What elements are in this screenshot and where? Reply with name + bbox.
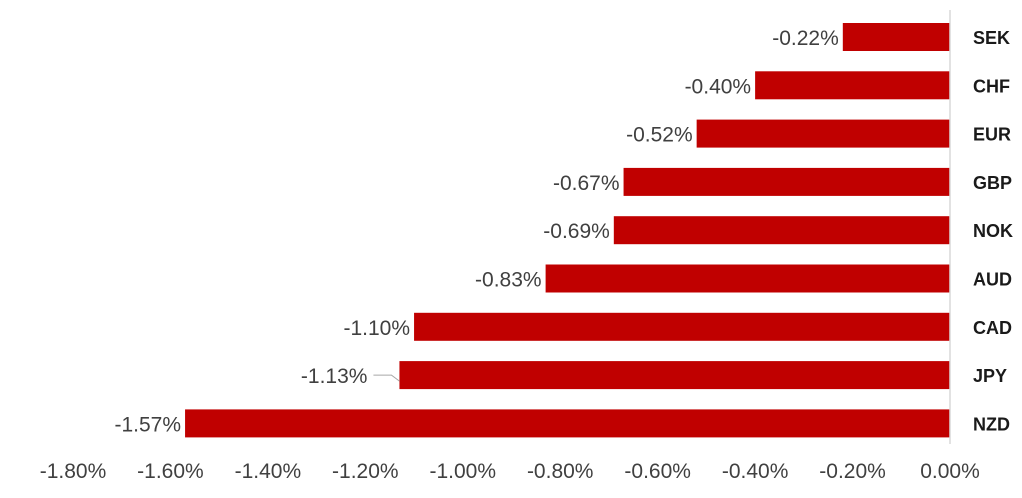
bar-aud	[545, 264, 950, 293]
x-tick-label: -1.60%	[137, 460, 204, 483]
x-tick-label: -1.80%	[40, 460, 107, 483]
category-label-aud: AUD	[973, 270, 1012, 290]
bar-nok	[613, 216, 950, 245]
bar-nzd	[185, 409, 951, 438]
category-label-nok: NOK	[973, 221, 1013, 241]
data-label-nzd: -1.57%	[115, 413, 182, 436]
x-tick-label: -1.20%	[332, 460, 399, 483]
x-tick-label: -0.20%	[819, 460, 886, 483]
data-label-nok: -0.69%	[543, 220, 610, 243]
category-label-chf: CHF	[973, 76, 1010, 96]
bar-eur	[696, 119, 950, 148]
x-tick-label: -1.00%	[430, 460, 497, 483]
data-label-chf: -0.40%	[685, 75, 752, 98]
data-label-jpy: -1.13%	[301, 365, 368, 388]
category-label-sek: SEK	[973, 28, 1010, 48]
bar-gbp	[623, 167, 950, 196]
x-tick-label: -0.60%	[624, 460, 691, 483]
category-label-nzd: NZD	[973, 414, 1010, 434]
bar-jpy	[399, 361, 950, 390]
bar-sek	[842, 23, 950, 51]
data-label-sek: -0.22%	[772, 27, 839, 50]
x-tick-label: -0.40%	[722, 460, 789, 483]
data-label-cad: -1.10%	[344, 317, 411, 340]
data-label-aud: -0.83%	[475, 269, 542, 292]
x-tick-label: 0.00%	[920, 460, 980, 483]
category-label-jpy: JPY	[973, 366, 1007, 386]
bar-cad	[414, 312, 950, 341]
bar-chf	[755, 71, 950, 100]
x-tick-label: -0.80%	[527, 460, 594, 483]
category-label-eur: EUR	[973, 125, 1011, 145]
data-label-gbp: -0.67%	[553, 172, 620, 195]
category-label-cad: CAD	[973, 318, 1012, 338]
category-label-gbp: GBP	[973, 173, 1012, 193]
x-tick-label: -1.40%	[235, 460, 302, 483]
leader-line-jpy	[373, 374, 400, 382]
data-label-eur: -0.52%	[626, 124, 693, 147]
